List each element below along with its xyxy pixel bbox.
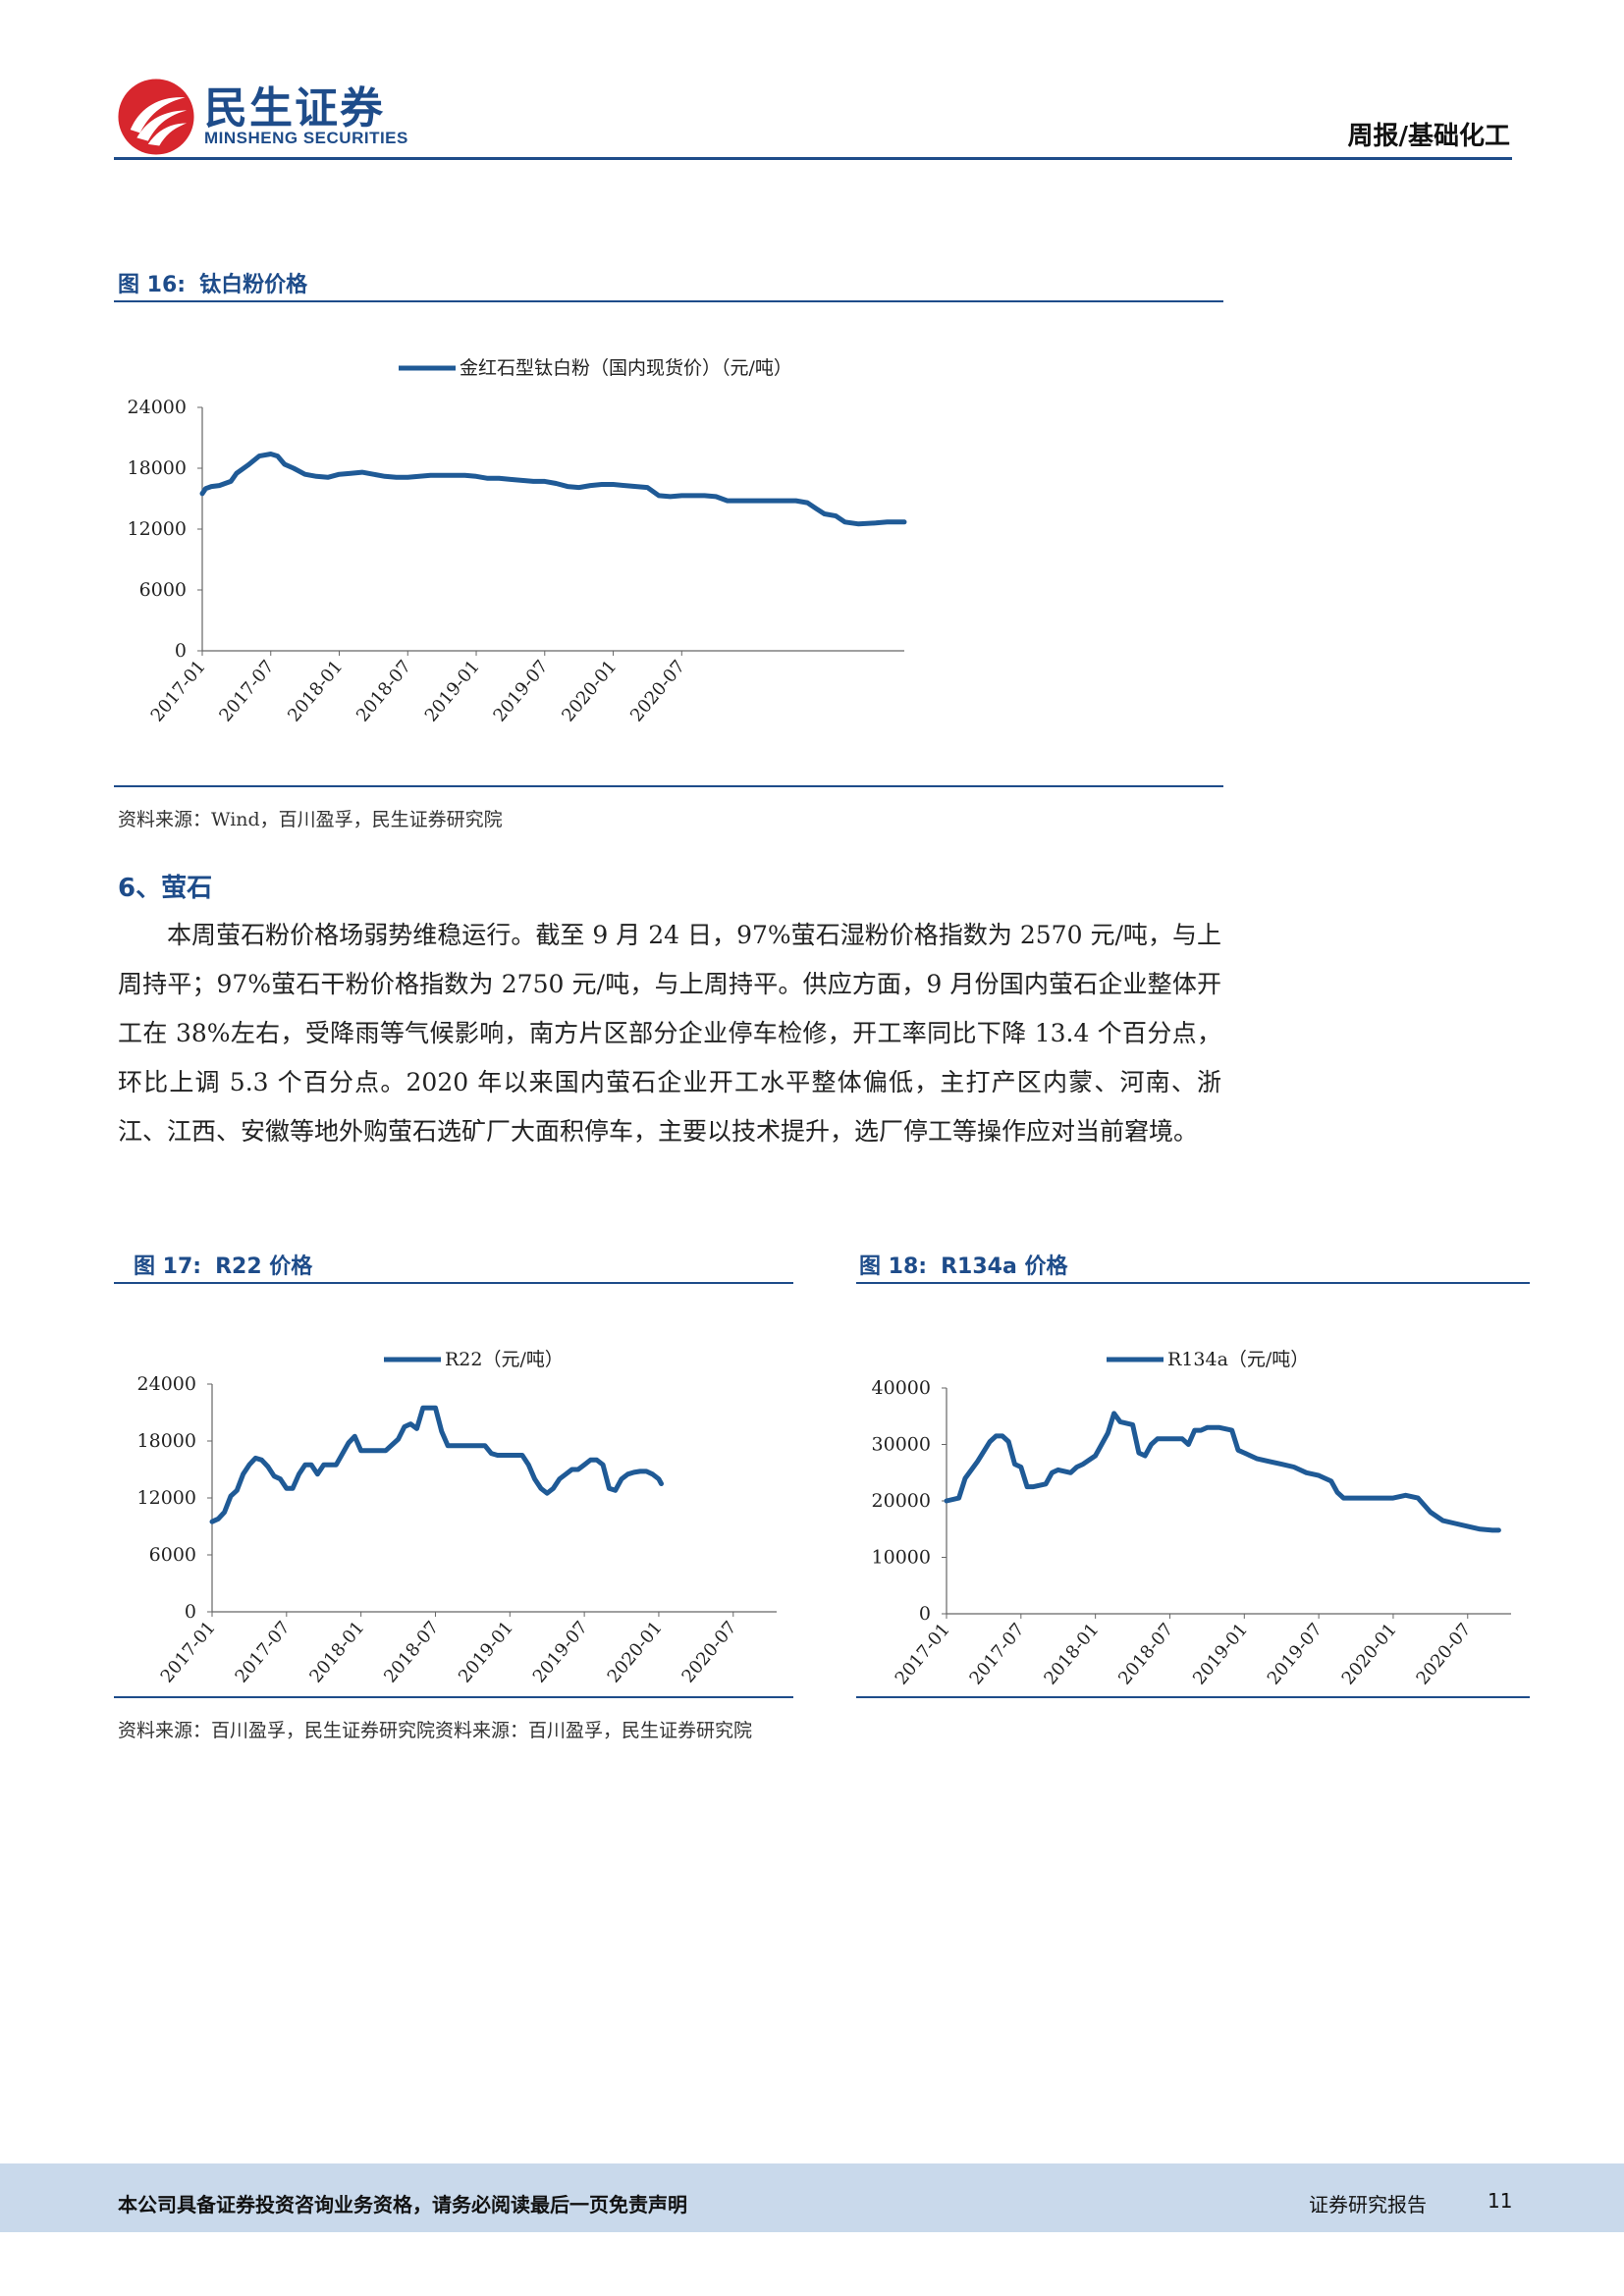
series-line — [209, 1405, 664, 1524]
x-tick-label: 2019-01 — [455, 1618, 517, 1687]
fig17-title: 图 17: R22 价格 — [134, 1249, 312, 1280]
x-tick-label: 2020-01 — [1338, 1620, 1401, 1688]
y-tick-label: 40000 — [872, 1377, 931, 1399]
x-tick-label: 2017-07 — [215, 657, 278, 726]
x-tick-label: 2020-01 — [604, 1618, 667, 1687]
page-number: 11 — [1488, 2189, 1513, 2213]
x-tick-label: 2018-01 — [284, 657, 347, 726]
x-tick-label: 2017-07 — [965, 1620, 1028, 1688]
y-tick-label: 12000 — [137, 1487, 196, 1509]
y-tick-label: 24000 — [128, 397, 187, 418]
footer-disclaimer: 本公司具备证券投资咨询业务资格，请务必阅读最后一页免责声明 — [118, 2193, 687, 2216]
y-tick-label: 10000 — [872, 1547, 931, 1569]
y-tick-label: 18000 — [137, 1430, 196, 1452]
x-tick-label: 2019-01 — [1189, 1620, 1252, 1688]
x-tick-label: 2017-01 — [147, 657, 210, 726]
x-tick-label: 2019-01 — [421, 657, 484, 726]
x-tick-label: 2018-07 — [380, 1618, 443, 1687]
fig16-bottom-rule — [114, 785, 1223, 787]
fig17-top-rule — [114, 1282, 793, 1284]
y-tick-label: 20000 — [872, 1490, 931, 1512]
x-tick-label: 2020-07 — [1412, 1620, 1475, 1688]
y-tick-label: 0 — [175, 640, 187, 662]
x-tick-label: 2019-07 — [529, 1618, 592, 1687]
legend-label: R134a（元/吨） — [1167, 1349, 1309, 1370]
y-tick-label: 18000 — [128, 457, 187, 479]
fig17-title-text: R22 价格 — [215, 1255, 313, 1279]
fig18-title: 图 18: R134a 价格 — [859, 1249, 1067, 1280]
x-tick-label: 2017-01 — [892, 1620, 954, 1688]
x-tick-label: 2018-07 — [1114, 1620, 1177, 1688]
y-tick-label: 0 — [185, 1601, 196, 1623]
paragraph-text: 本周萤石粉价格场弱势维稳运行。截至 9 月 24 日，97%萤石湿粉价格指数为 … — [118, 921, 1221, 1146]
y-tick-label: 0 — [919, 1603, 931, 1625]
fig17-18-source: 资料来源：百川盈孚，民生证券研究院资料来源：百川盈孚，民生证券研究院 — [118, 1720, 753, 1741]
brand-name-cn: 民生证券 — [204, 83, 385, 133]
series-line — [199, 452, 907, 527]
fig18-title-text: R134a 价格 — [941, 1255, 1068, 1279]
y-tick-label: 6000 — [149, 1544, 196, 1566]
fig18-top-rule — [856, 1282, 1530, 1284]
x-tick-label: 2018-01 — [1040, 1620, 1103, 1688]
fig16-number: 图 16: — [118, 273, 187, 297]
brand-name-en: MINSHENG SECURITIES — [204, 129, 408, 147]
header-divider — [114, 157, 1512, 160]
fig18-number: 图 18: — [859, 1255, 928, 1279]
x-tick-label: 2019-07 — [1264, 1620, 1326, 1688]
legend-label: 金红石型钛白粉（国内现货价）（元/吨） — [460, 357, 792, 379]
fig18-bottom-rule — [856, 1696, 1530, 1698]
fig16-title: 图 16: 钛白粉价格 — [118, 267, 307, 298]
footer-report-type: 证券研究报告 — [1309, 2193, 1427, 2216]
y-tick-label: 30000 — [872, 1434, 931, 1456]
x-tick-label: 2020-07 — [626, 657, 689, 726]
x-tick-label: 2018-01 — [305, 1618, 368, 1687]
y-tick-label: 6000 — [139, 579, 187, 601]
section-title: 6、萤石 — [118, 874, 213, 903]
fig16-title-text: 钛白粉价格 — [199, 273, 308, 297]
y-tick-label: 12000 — [128, 518, 187, 540]
fig16-source: 资料来源：Wind，百川盈孚，民生证券研究院 — [118, 809, 503, 830]
x-tick-label: 2020-07 — [677, 1618, 740, 1687]
y-tick-label: 24000 — [137, 1373, 196, 1395]
report-category: 周报/基础化工 — [1347, 122, 1511, 151]
fig16-top-rule — [114, 300, 1223, 302]
logo-icon — [118, 79, 194, 155]
series-line — [944, 1411, 1501, 1533]
x-tick-label: 2018-07 — [352, 657, 415, 726]
legend-label: R22（元/吨） — [445, 1349, 564, 1370]
x-tick-label: 2019-07 — [489, 657, 552, 726]
fig17-number: 图 17: — [134, 1255, 202, 1279]
x-tick-label: 2020-01 — [558, 657, 621, 726]
footer-bar — [0, 2163, 1624, 2232]
x-tick-label: 2017-01 — [157, 1618, 220, 1687]
section-paragraph: 本周萤石粉价格场弱势维稳运行。截至 9 月 24 日，97%萤石湿粉价格指数为 … — [118, 911, 1221, 1156]
x-tick-label: 2017-07 — [231, 1618, 294, 1687]
fig17-bottom-rule — [114, 1696, 793, 1698]
